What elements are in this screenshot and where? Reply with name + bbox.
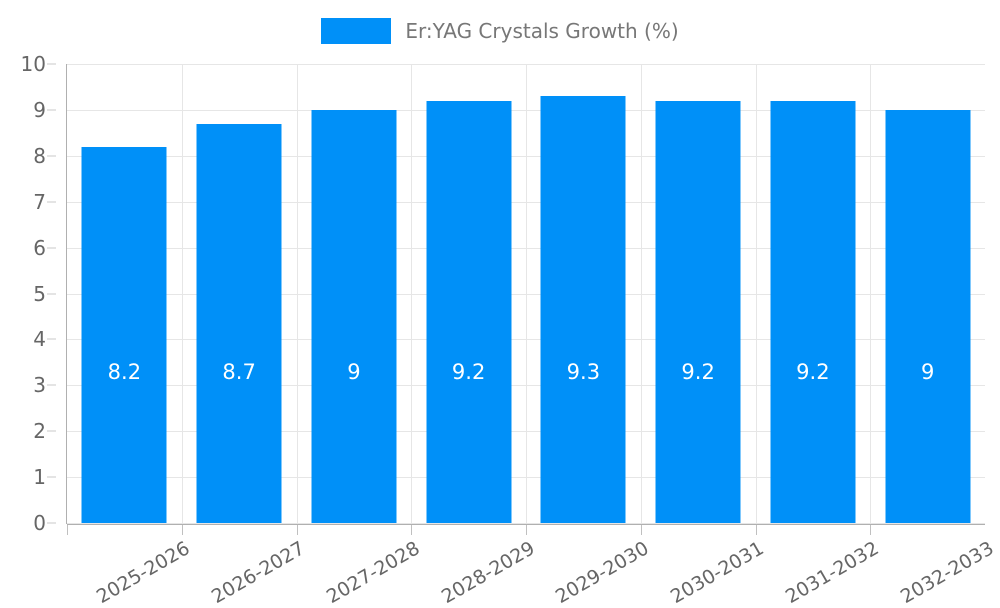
bar[interactable]	[770, 100, 856, 523]
bar-group: 9.2	[641, 64, 756, 523]
y-tick-mark	[47, 522, 56, 524]
bar-group: 8.7	[182, 64, 297, 523]
y-tick-label: 6	[33, 235, 46, 260]
y-tick-mark	[47, 201, 56, 203]
y-tick-mark	[47, 109, 56, 111]
bar-value-label: 9.3	[566, 360, 601, 384]
y-tick-label: 1	[33, 465, 46, 490]
y-tick-mark	[47, 476, 56, 478]
legend-item-er-yag-crystals-growth[interactable]: Er:YAG Crystals Growth (%)	[321, 18, 679, 44]
y-tick-label: 10	[20, 52, 46, 76]
gridline-vertical	[756, 64, 757, 523]
x-tick-label: 2031-2032	[781, 537, 883, 608]
x-tick-mark	[756, 525, 757, 535]
x-tick-mark	[182, 525, 183, 535]
gridline-vertical	[297, 64, 298, 523]
y-tick-label: 0	[33, 511, 46, 535]
y-tick-mark	[47, 155, 56, 157]
bar-value-label: 8.2	[107, 360, 142, 384]
y-tick-label: 8	[33, 143, 46, 168]
bar-value-label: 9.2	[451, 360, 486, 384]
bar-group: 9	[870, 64, 985, 523]
y-tick-mark	[47, 63, 56, 65]
gridline-vertical	[411, 64, 412, 523]
gridline-vertical	[641, 64, 642, 523]
bars-layer: 8.2 8.7 9 9.2 9.3 9.2 9.2 9	[67, 64, 985, 523]
y-tick-label: 5	[33, 281, 46, 306]
y-axis-labels: 0 1 2 3 4 5 6 7 8 9 10	[0, 54, 56, 533]
bar-value-label: 9	[347, 360, 361, 384]
y-tick-mark	[47, 384, 56, 386]
gridline-vertical	[526, 64, 527, 523]
bar-value-label: 9.2	[681, 360, 715, 384]
bar[interactable]	[311, 109, 397, 523]
bar-value-label: 8.7	[222, 360, 256, 384]
y-tick-mark	[47, 338, 56, 340]
x-tick-label: 2026-2027	[208, 537, 309, 608]
x-tick-label: 2028-2029	[437, 537, 539, 608]
gridline-vertical	[182, 64, 183, 523]
x-axis-line	[67, 523, 985, 525]
x-tick-label: 2032-2033	[896, 537, 998, 608]
x-tick-mark	[641, 525, 642, 535]
y-tick-mark	[47, 430, 56, 432]
gridline-horizontal	[67, 523, 985, 524]
legend-color-swatch-icon	[321, 18, 392, 44]
y-tick-mark	[47, 247, 56, 249]
bar-group: 9	[297, 64, 412, 523]
bar-group: 9.3	[526, 64, 641, 523]
x-tick-label: 2027-2028	[322, 537, 424, 608]
x-tick-mark	[870, 525, 871, 535]
x-tick-mark	[411, 525, 412, 535]
gridline-vertical	[870, 64, 871, 523]
bar[interactable]	[426, 100, 512, 523]
bar-group: 9.2	[756, 64, 871, 523]
chart-legend: Er:YAG Crystals Growth (%)	[0, 12, 1000, 50]
bar-value-label: 9	[920, 360, 935, 384]
bar[interactable]	[196, 123, 282, 523]
bar[interactable]	[81, 146, 167, 523]
y-tick-mark	[47, 293, 56, 294]
x-tick-mark	[67, 525, 68, 535]
legend-item-label: Er:YAG Crystals Growth (%)	[405, 19, 679, 43]
x-tick-label: 2030-2031	[667, 537, 768, 608]
y-tick-label: 9	[33, 97, 46, 122]
y-tick-label: 3	[33, 373, 46, 398]
bar-group: 8.2	[67, 64, 182, 523]
plot-area: 8.2 8.7 9 9.2 9.3 9.2 9.2 9	[67, 64, 985, 524]
y-tick-label: 4	[33, 327, 46, 352]
bar[interactable]	[540, 96, 626, 523]
x-tick-mark	[526, 525, 527, 535]
y-tick-label: 7	[33, 189, 46, 214]
bar[interactable]	[655, 100, 741, 523]
x-tick-mark	[297, 525, 298, 535]
bar-group: 9.2	[411, 64, 526, 523]
x-axis-labels: 2025-2026 2026-2027 2027-2028 2028-2029 2029…	[67, 525, 997, 608]
y-tick-label: 2	[33, 419, 46, 444]
bar[interactable]	[885, 109, 971, 523]
x-tick-label: 2029-2030	[552, 537, 653, 608]
x-tick-label: 2025-2026	[93, 537, 194, 608]
bar-value-label: 9.2	[796, 360, 830, 384]
